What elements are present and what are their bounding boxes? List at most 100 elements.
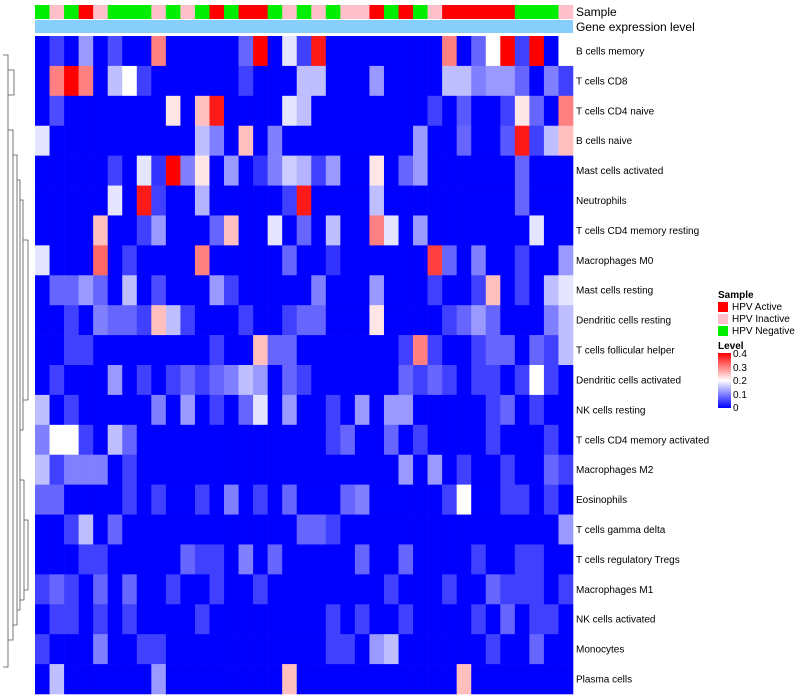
heatmap-cell <box>122 454 138 485</box>
heatmap-cell <box>514 155 530 186</box>
heatmap-cell <box>49 125 65 156</box>
heatmap-cell <box>485 544 501 575</box>
heatmap-cell <box>49 245 65 276</box>
heatmap-cell <box>369 484 385 515</box>
heatmap-cell <box>151 245 167 276</box>
heatmap-cell <box>122 634 138 665</box>
heatmap-cell <box>49 185 65 216</box>
heatmap-cell <box>369 514 385 545</box>
heatmap-cell <box>543 36 559 67</box>
heatmap-cell <box>35 424 50 456</box>
heatmap-cell <box>340 394 356 426</box>
heatmap-cell <box>209 36 225 67</box>
heatmap-cell <box>136 36 152 67</box>
heatmap-cell <box>500 604 516 635</box>
heatmap-cell <box>296 215 312 246</box>
heatmap-cell <box>35 544 50 575</box>
heatmap-cell <box>514 125 530 156</box>
heatmap-cell <box>194 604 210 635</box>
heatmap-cell <box>471 604 487 635</box>
heatmap-cell <box>122 185 138 216</box>
heatmap-cell <box>151 275 167 306</box>
row-label: Mast cells activated <box>576 166 663 177</box>
heatmap-cell <box>442 484 457 515</box>
heatmap-cell <box>413 36 428 67</box>
heatmap-cell <box>49 365 65 396</box>
heatmap-cell <box>456 394 472 426</box>
heatmap-cell <box>35 454 50 485</box>
heatmap-cell <box>49 514 65 545</box>
heatmap-cell <box>471 394 487 426</box>
heatmap-cell <box>558 305 574 336</box>
heatmap-cell <box>456 335 472 366</box>
heatmap-cell <box>136 664 152 695</box>
heatmap-cell <box>514 215 530 246</box>
heatmap-cell <box>413 305 428 336</box>
heatmap-cell <box>456 604 472 635</box>
heatmap-cell <box>398 335 414 366</box>
heatmap-cell <box>398 394 414 426</box>
heatmap-cell <box>398 245 414 276</box>
heatmap-cell <box>456 424 472 456</box>
heatmap-cell <box>296 275 312 306</box>
heatmap-cell <box>64 125 79 156</box>
heatmap-cell <box>311 394 327 426</box>
heatmap-cell <box>296 155 312 186</box>
heatmap-cell <box>369 424 385 456</box>
heatmap-cell <box>267 634 283 665</box>
heatmap-cell <box>383 305 399 336</box>
heatmap-cell <box>49 275 65 306</box>
sample-track-cell-hpv-negative <box>383 5 399 19</box>
heatmap-cell <box>471 125 487 156</box>
heatmap-cell <box>529 95 545 127</box>
heatmap-cell <box>107 125 123 156</box>
heatmap-cell <box>529 544 545 575</box>
heatmap-cell <box>442 65 457 97</box>
heatmap-cell <box>383 544 399 575</box>
heatmap-cell <box>64 544 79 575</box>
gene-expression-track-label: Gene expression level <box>576 20 695 34</box>
heatmap-cell <box>514 454 530 485</box>
heatmap-cell <box>238 305 254 336</box>
heatmap-cell <box>369 335 385 366</box>
heatmap-cell <box>369 634 385 665</box>
heatmap-cell <box>151 604 167 635</box>
heatmap-cell <box>224 65 239 97</box>
heatmap-cell <box>471 514 487 545</box>
heatmap-cell <box>136 95 152 127</box>
heatmap-cell <box>369 454 385 485</box>
heatmap-cell <box>122 514 138 545</box>
heatmap-cell <box>107 95 123 127</box>
sample-track-cell-hpv-negative <box>529 5 545 19</box>
heatmap-cell <box>209 454 225 485</box>
heatmap-cell <box>325 125 341 156</box>
heatmap-cell <box>413 365 428 396</box>
heatmap-cell <box>122 95 138 127</box>
heatmap-cell <box>500 484 516 515</box>
heatmap-cell <box>543 365 559 396</box>
heatmap-cell <box>311 664 327 695</box>
heatmap-cell <box>558 424 574 456</box>
heatmap-cell <box>224 574 239 605</box>
heatmap-cell <box>93 335 108 366</box>
heatmap-cell <box>398 574 414 605</box>
heatmap-cell <box>136 275 152 306</box>
heatmap-cell <box>151 36 167 67</box>
heatmap-cell <box>500 65 516 97</box>
sample-track-cell-hpv-inactive <box>311 5 327 19</box>
heatmap-cell <box>253 454 268 485</box>
heatmap-cell <box>325 484 341 515</box>
heatmap-cell <box>151 484 167 515</box>
heatmap-cell <box>253 365 268 396</box>
heatmap-cell <box>209 185 225 216</box>
heatmap-cell <box>311 155 327 186</box>
heatmap-cell <box>267 335 283 366</box>
heatmap-cell <box>224 125 239 156</box>
heatmap-cell <box>151 305 167 336</box>
heatmap-cell <box>471 454 487 485</box>
heatmap-cell <box>500 95 516 127</box>
heatmap-cell <box>296 95 312 127</box>
heatmap-cell <box>543 544 559 575</box>
heatmap-cell <box>558 664 574 695</box>
heatmap-cell <box>35 574 50 605</box>
